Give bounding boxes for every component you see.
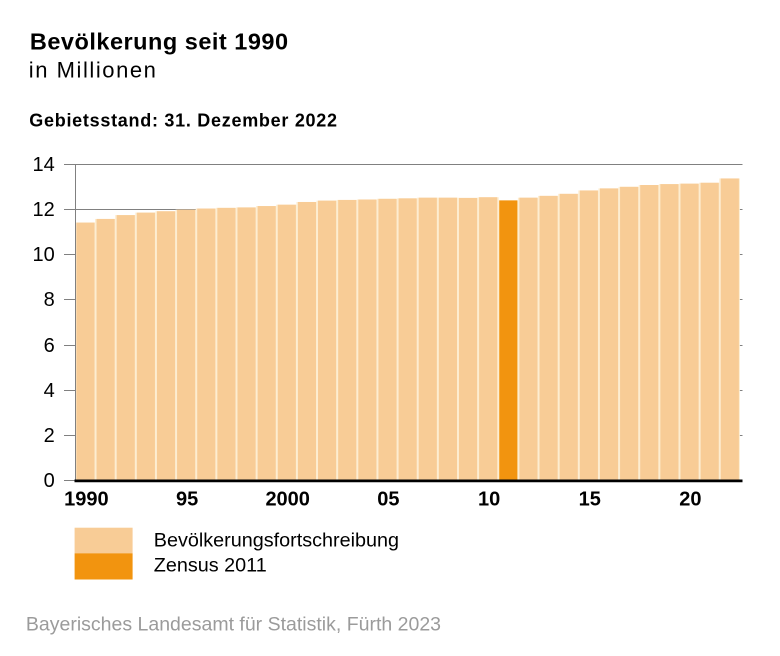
svg-text:10: 10 xyxy=(478,488,500,510)
svg-text:2: 2 xyxy=(44,425,55,447)
svg-text:20: 20 xyxy=(679,488,701,510)
svg-text:Bayerisches Landesamt für Stat: Bayerisches Landesamt für Statistik, Für… xyxy=(26,614,441,636)
svg-text:4: 4 xyxy=(44,380,55,402)
svg-text:10: 10 xyxy=(33,244,55,266)
svg-text:8: 8 xyxy=(44,289,55,311)
svg-text:Gebietsstand: 31. Dezember 202: Gebietsstand: 31. Dezember 2022 xyxy=(29,111,337,131)
svg-text:Bevölkerungsfortschreibung: Bevölkerungsfortschreibung xyxy=(154,530,399,552)
svg-text:12: 12 xyxy=(33,199,55,221)
svg-text:05: 05 xyxy=(377,488,399,510)
svg-text:14: 14 xyxy=(33,154,55,176)
svg-text:6: 6 xyxy=(44,335,55,357)
svg-text:0: 0 xyxy=(44,470,55,492)
svg-text:1990: 1990 xyxy=(64,488,109,510)
svg-text:Bevölkerung seit 1990: Bevölkerung seit 1990 xyxy=(30,29,289,55)
svg-text:2000: 2000 xyxy=(265,488,310,510)
svg-text:Zensus 2011: Zensus 2011 xyxy=(154,555,267,577)
svg-text:95: 95 xyxy=(176,488,198,510)
svg-text:15: 15 xyxy=(579,488,601,510)
svg-text:in Millionen: in Millionen xyxy=(29,58,158,83)
